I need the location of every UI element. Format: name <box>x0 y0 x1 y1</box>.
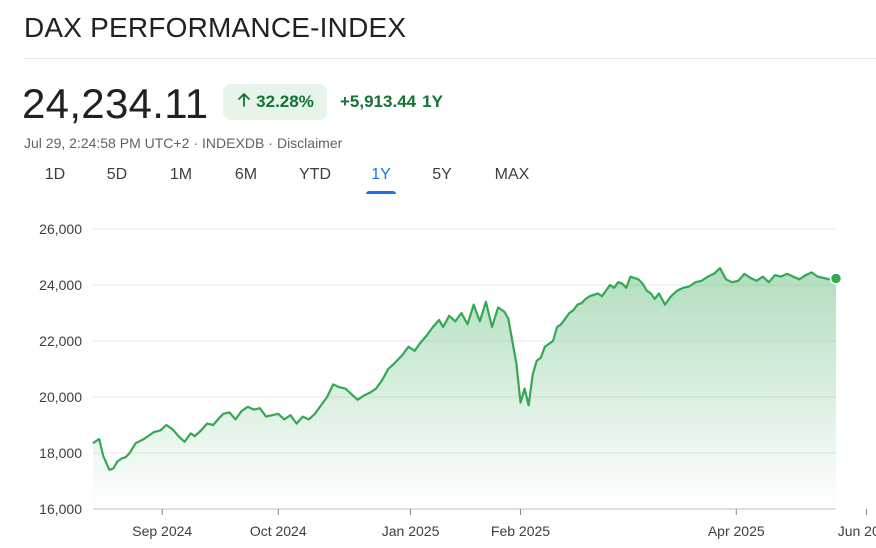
percent-change-badge: 32.28% <box>223 84 327 120</box>
x-tick-label: Jun 2025 <box>838 523 876 539</box>
current-price: 24,234.11 <box>22 80 209 127</box>
data-source: INDEXDB <box>202 135 265 151</box>
x-axis-labels: Sep 2024 Oct 2024 Jan 2025 Feb 2025 Apr 2025… <box>132 523 876 539</box>
price-area <box>93 268 836 509</box>
x-tick-label: Jan 2025 <box>382 523 440 539</box>
header-divider <box>24 58 876 59</box>
range-tabs: 1D 5D 1M 6M YTD 1Y 5Y MAX <box>0 166 600 196</box>
y-tick-label: 26,000 <box>39 221 82 237</box>
tab-5d[interactable]: 5D <box>106 166 128 183</box>
y-tick-label: 16,000 <box>39 501 82 517</box>
y-tick-label: 22,000 <box>39 333 82 349</box>
tab-5y[interactable]: 5Y <box>432 166 452 183</box>
meta-separator: · <box>193 135 199 151</box>
price-line <box>92 267 837 471</box>
x-tick-label: Sep 2024 <box>132 523 192 539</box>
change-period: 1Y <box>422 92 443 111</box>
quote-meta: Jul 29, 2:24:58 PM UTC+2 · INDEXDB · Disclai… <box>24 135 342 151</box>
latest-price-dot <box>829 272 843 285</box>
x-axis-ticks <box>161 509 868 515</box>
y-tick-label: 20,000 <box>39 389 82 405</box>
tab-1y[interactable]: 1Y <box>366 166 396 196</box>
arrow-up-icon <box>236 92 252 113</box>
absolute-change-value: +5,913.44 <box>340 92 417 111</box>
price-chart[interactable]: 26,000 24,000 22,000 20,000 18,000 16,000 Sep… <box>0 210 876 548</box>
tab-max[interactable]: MAX <box>494 166 530 183</box>
disclaimer-link[interactable]: Disclaimer <box>276 135 343 151</box>
x-tick-label: Apr 2025 <box>708 523 765 539</box>
y-tick-label: 24,000 <box>39 277 82 293</box>
tab-1d[interactable]: 1D <box>44 166 66 183</box>
y-axis-labels: 26,000 24,000 22,000 20,000 18,000 16,000 <box>39 221 82 517</box>
meta-separator: · <box>268 135 273 151</box>
x-tick-label: Oct 2024 <box>250 523 307 539</box>
index-title: DAX PERFORMANCE-INDEX <box>24 12 407 43</box>
y-tick-label: 18,000 <box>39 445 82 461</box>
absolute-change: +5,913.44 1Y <box>340 92 443 112</box>
percent-change-value: 32.28% <box>256 92 314 111</box>
quote-timestamp: Jul 29, 2:24:58 PM UTC+2 <box>24 135 190 151</box>
tab-1m[interactable]: 1M <box>169 166 193 183</box>
x-tick-label: Feb 2025 <box>491 523 550 539</box>
tab-ytd[interactable]: YTD <box>299 166 331 183</box>
tab-6m[interactable]: 6M <box>234 166 258 183</box>
